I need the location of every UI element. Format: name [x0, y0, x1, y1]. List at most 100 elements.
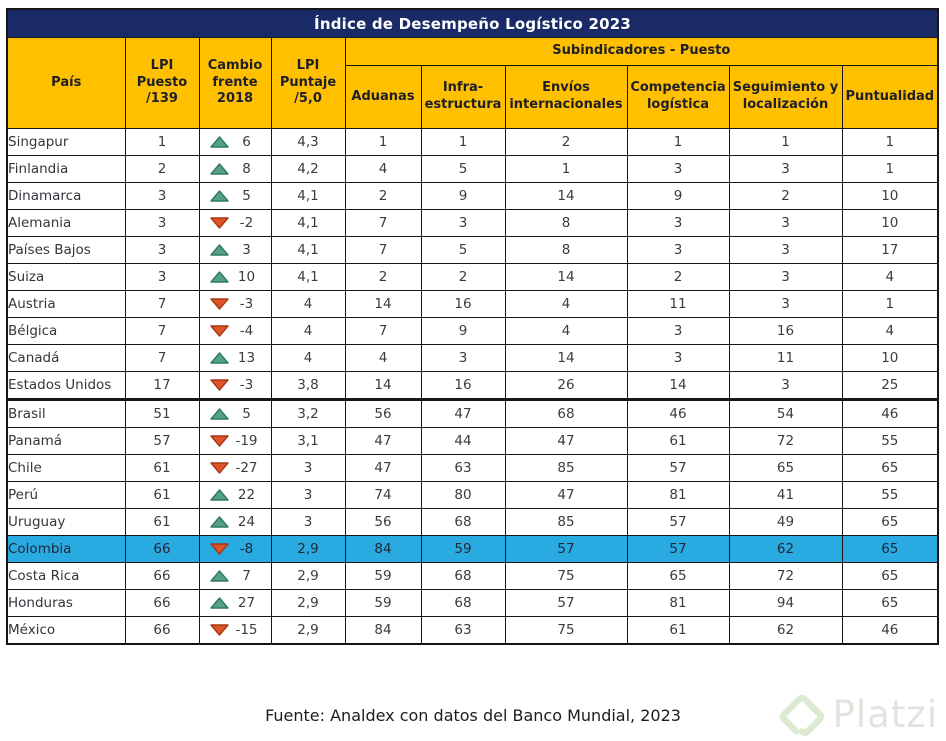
lpi-score-cell: 4,1 [270, 182, 346, 210]
infraestructura-cell: 5 [420, 236, 506, 264]
change-cell: 6 [198, 128, 272, 156]
aduanas-cell: 1 [344, 128, 422, 156]
competencia-logistica-cell: 1 [626, 128, 730, 156]
puntualidad-cell: 4 [841, 263, 939, 291]
change-cell: 5 [198, 398, 272, 428]
aduanas-cell: 7 [344, 236, 422, 264]
infraestructura-cell: 3 [420, 209, 506, 237]
infraestructura-cell: 63 [420, 616, 506, 645]
trend-down-icon [209, 217, 229, 229]
aduanas-cell: 2 [344, 182, 422, 210]
seguimiento-localizacion-cell: 3 [728, 236, 843, 264]
envios-internacionales-cell: 85 [504, 508, 628, 536]
puntualidad-cell: 55 [841, 481, 939, 509]
change-cell: -3 [198, 290, 272, 318]
change-value: -2 [239, 215, 254, 231]
trend-up-icon [209, 408, 229, 420]
aduanas-cell: 14 [344, 290, 422, 318]
change-value: -3 [239, 296, 254, 312]
competencia-logistica-cell: 9 [626, 182, 730, 210]
lpi-table: Índice de Desempeño Logístico 2023 País … [6, 8, 940, 645]
change-value: -8 [239, 541, 254, 557]
change-cell: 24 [198, 508, 272, 536]
competencia-logistica-cell: 57 [626, 508, 730, 536]
puntualidad-cell: 46 [841, 616, 939, 645]
change-value: 27 [237, 595, 256, 611]
envios-internacionales-cell: 14 [504, 182, 628, 210]
seguimiento-localizacion-cell: 11 [728, 344, 843, 372]
infraestructura-cell: 16 [420, 371, 506, 400]
seguimiento-localizacion-cell: 62 [728, 616, 843, 645]
lpi-rank-cell: 66 [124, 535, 200, 563]
infraestructura-cell: 3 [420, 344, 506, 372]
infraestructura-cell: 2 [420, 263, 506, 291]
country-cell: Chile [6, 454, 126, 482]
col-header-aduanas: Aduanas [344, 65, 422, 129]
trend-up-icon [209, 271, 229, 283]
competencia-logistica-cell: 81 [626, 481, 730, 509]
envios-internacionales-cell: 2 [504, 128, 628, 156]
table-row: Uruguay 61 24 3 56 68 85 57 49 65 [6, 508, 939, 536]
change-cell: 10 [198, 263, 272, 291]
table-row: Chile 61 -27 3 47 63 85 57 65 65 [6, 454, 939, 482]
lpi-rank-cell: 61 [124, 454, 200, 482]
lpi-score-cell: 2,9 [270, 535, 346, 563]
country-cell: Singapur [6, 128, 126, 156]
change-value: -15 [235, 622, 258, 638]
seguimiento-localizacion-cell: 1 [728, 128, 843, 156]
aduanas-cell: 84 [344, 535, 422, 563]
lpi-score-cell: 3 [270, 481, 346, 509]
country-cell: Alemania [6, 209, 126, 237]
change-value: 3 [242, 242, 251, 258]
col-header-seguimiento-localizacion: Seguimiento y localización [728, 65, 843, 129]
col-header-infraestructura: Infra- estructura [420, 65, 506, 129]
seguimiento-localizacion-cell: 65 [728, 454, 843, 482]
envios-internacionales-cell: 75 [504, 616, 628, 645]
group-header-subindicadores: Subindicadores - Puesto [344, 37, 939, 66]
trend-up-icon [209, 244, 229, 256]
lpi-rank-cell: 7 [124, 317, 200, 345]
seguimiento-localizacion-cell: 2 [728, 182, 843, 210]
aduanas-cell: 59 [344, 562, 422, 590]
table-row: Dinamarca 3 5 4,1 2 9 14 9 2 10 [6, 182, 939, 210]
trend-down-icon [209, 624, 229, 636]
country-cell: Perú [6, 481, 126, 509]
trend-up-icon [209, 163, 229, 175]
col-header-cambio: Cambio frente 2018 [198, 37, 272, 129]
puntualidad-cell: 65 [841, 562, 939, 590]
competencia-logistica-cell: 81 [626, 589, 730, 617]
aduanas-cell: 47 [344, 427, 422, 455]
infraestructura-cell: 1 [420, 128, 506, 156]
puntualidad-cell: 1 [841, 128, 939, 156]
envios-internacionales-cell: 8 [504, 236, 628, 264]
table-row: Perú 61 22 3 74 80 47 81 41 55 [6, 481, 939, 509]
trend-up-icon [209, 136, 229, 148]
change-value: 5 [242, 406, 251, 422]
lpi-score-cell: 3,1 [270, 427, 346, 455]
aduanas-cell: 7 [344, 317, 422, 345]
infraestructura-cell: 63 [420, 454, 506, 482]
lpi-score-cell: 2,9 [270, 616, 346, 645]
infraestructura-cell: 9 [420, 182, 506, 210]
lpi-score-cell: 2,9 [270, 589, 346, 617]
country-cell: México [6, 616, 126, 645]
puntualidad-cell: 17 [841, 236, 939, 264]
change-cell: -8 [198, 535, 272, 563]
change-value: -27 [235, 460, 258, 476]
envios-internacionales-cell: 57 [504, 535, 628, 563]
change-value: 22 [237, 487, 256, 503]
lpi-score-cell: 3 [270, 454, 346, 482]
aduanas-cell: 59 [344, 589, 422, 617]
aduanas-cell: 56 [344, 398, 422, 428]
country-cell: Países Bajos [6, 236, 126, 264]
country-cell: Honduras [6, 589, 126, 617]
seguimiento-localizacion-cell: 49 [728, 508, 843, 536]
change-cell: -2 [198, 209, 272, 237]
table-row: Panamá 57 -19 3,1 47 44 47 61 72 55 [6, 427, 939, 455]
change-cell: -27 [198, 454, 272, 482]
table-row: Colombia 66 -8 2,9 84 59 57 57 62 65 [6, 535, 939, 563]
trend-down-icon [209, 325, 229, 337]
seguimiento-localizacion-cell: 41 [728, 481, 843, 509]
table-row: Austria 7 -3 4 14 16 4 11 3 1 [6, 290, 939, 318]
col-header-pais: País [6, 37, 126, 129]
